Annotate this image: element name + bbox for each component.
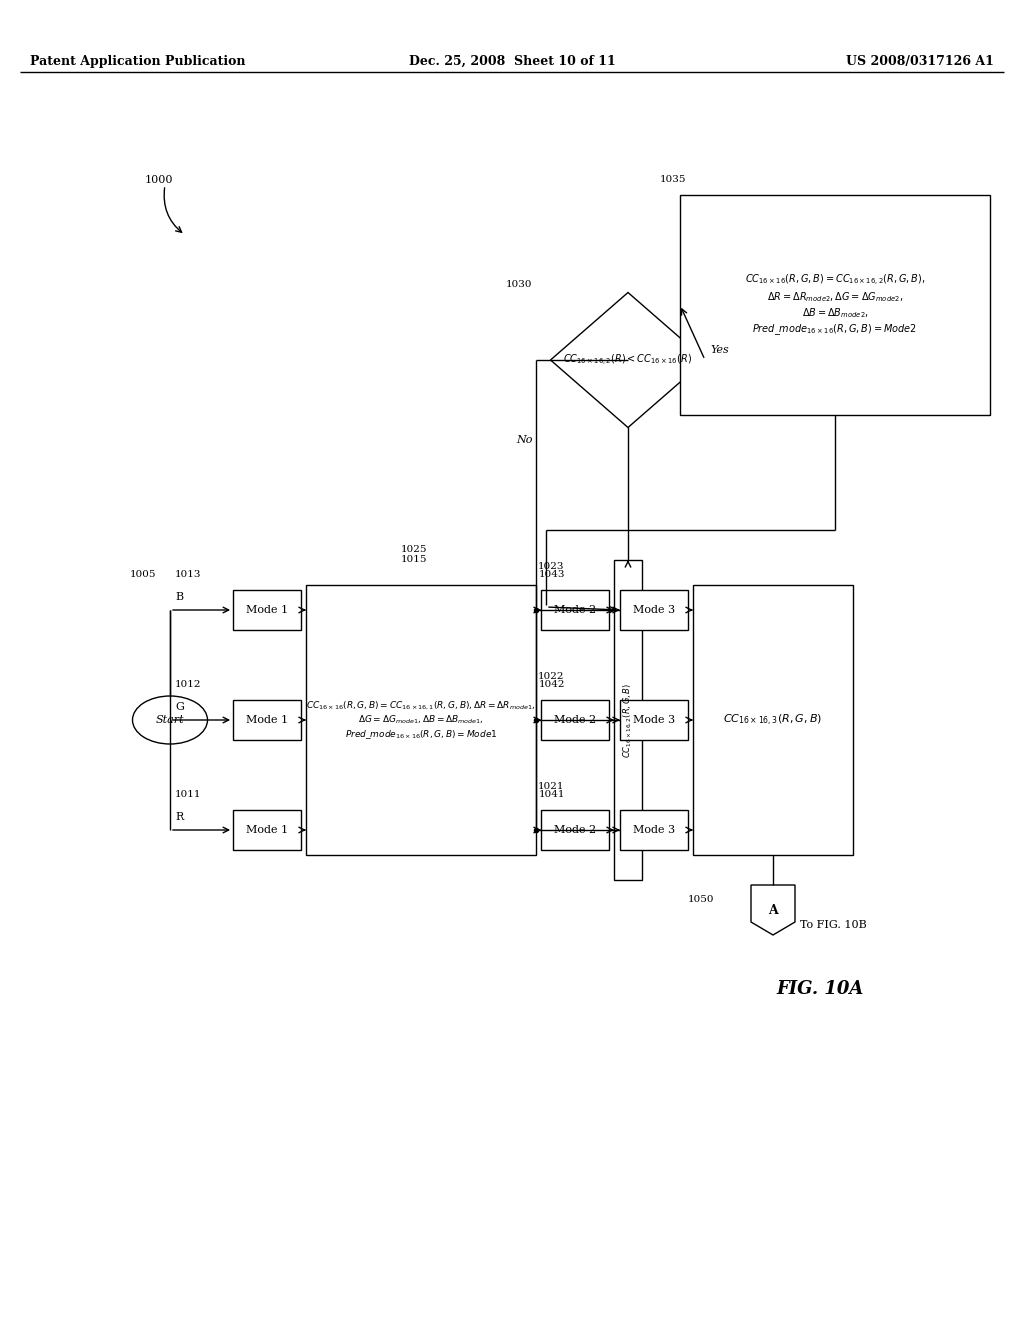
Text: 1041: 1041 xyxy=(539,789,565,799)
Text: 1022: 1022 xyxy=(538,672,564,681)
Text: Mode 2: Mode 2 xyxy=(554,825,596,836)
Text: 1012: 1012 xyxy=(175,680,202,689)
Text: Mode 1: Mode 1 xyxy=(246,825,288,836)
Text: Patent Application Publication: Patent Application Publication xyxy=(30,55,246,69)
Polygon shape xyxy=(551,293,706,428)
Text: 1043: 1043 xyxy=(539,570,565,579)
Bar xyxy=(541,700,609,741)
Bar xyxy=(233,700,301,741)
Text: B: B xyxy=(175,591,183,602)
Bar xyxy=(233,810,301,850)
Bar xyxy=(233,590,301,630)
Text: To FIG. 10B: To FIG. 10B xyxy=(800,920,866,931)
Bar xyxy=(693,585,853,855)
Text: Mode 3: Mode 3 xyxy=(633,605,675,615)
Text: 1035: 1035 xyxy=(660,176,686,183)
Bar xyxy=(541,810,609,850)
Text: $CC_{16\times16,2}(R,G,B)$: $CC_{16\times16,2}(R,G,B)$ xyxy=(622,682,634,758)
Text: 1015: 1015 xyxy=(401,554,427,564)
Bar xyxy=(541,590,609,630)
Text: $CC_{16\times16,2}(R) < CC_{16\times16}(R)$: $CC_{16\times16,2}(R) < CC_{16\times16}(… xyxy=(563,352,692,367)
Bar xyxy=(620,700,688,741)
Bar xyxy=(620,810,688,850)
Text: Mode 1: Mode 1 xyxy=(246,605,288,615)
Text: Mode 1: Mode 1 xyxy=(246,715,288,725)
Text: US 2008/0317126 A1: US 2008/0317126 A1 xyxy=(846,55,994,69)
Text: Mode 2: Mode 2 xyxy=(554,715,596,725)
Text: 1030: 1030 xyxy=(506,280,532,289)
Text: Mode 3: Mode 3 xyxy=(633,825,675,836)
Text: $CC_{16\times16,3}(R,G,B)$: $CC_{16\times16,3}(R,G,B)$ xyxy=(723,713,822,727)
Ellipse shape xyxy=(132,696,208,744)
Text: 1042: 1042 xyxy=(539,680,565,689)
Text: No: No xyxy=(516,436,532,445)
Text: Start: Start xyxy=(156,715,184,725)
Text: R: R xyxy=(175,812,183,822)
Text: G: G xyxy=(175,702,184,711)
Bar xyxy=(614,560,642,880)
Polygon shape xyxy=(751,884,795,935)
Text: Dec. 25, 2008  Sheet 10 of 11: Dec. 25, 2008 Sheet 10 of 11 xyxy=(409,55,615,69)
Text: $CC_{16\times16}(R, G, B) = CC_{16\times16,1}(R, G, B), \Delta R = \Delta R_{mod: $CC_{16\times16}(R, G, B) = CC_{16\times… xyxy=(306,700,536,741)
Text: $CC_{16\times16}(R, G, B) = CC_{16\times16,2}(R, G, B),$
$\Delta R = \Delta R_{m: $CC_{16\times16}(R, G, B) = CC_{16\times… xyxy=(744,273,926,337)
Bar xyxy=(620,590,688,630)
Text: 1025: 1025 xyxy=(401,545,427,554)
Text: Mode 3: Mode 3 xyxy=(633,715,675,725)
Text: Yes: Yes xyxy=(710,345,729,355)
Text: 1005: 1005 xyxy=(130,570,157,579)
Text: Mode 2: Mode 2 xyxy=(554,605,596,615)
Text: 1011: 1011 xyxy=(175,789,202,799)
Text: 1000: 1000 xyxy=(145,176,173,185)
Text: FIG. 10A: FIG. 10A xyxy=(776,979,863,998)
Text: 1050: 1050 xyxy=(688,895,715,904)
Text: 1023: 1023 xyxy=(538,562,564,572)
Text: 1013: 1013 xyxy=(175,570,202,579)
Bar xyxy=(306,585,536,855)
Text: 1021: 1021 xyxy=(538,781,564,791)
Text: A: A xyxy=(768,903,778,916)
Bar xyxy=(680,195,990,414)
